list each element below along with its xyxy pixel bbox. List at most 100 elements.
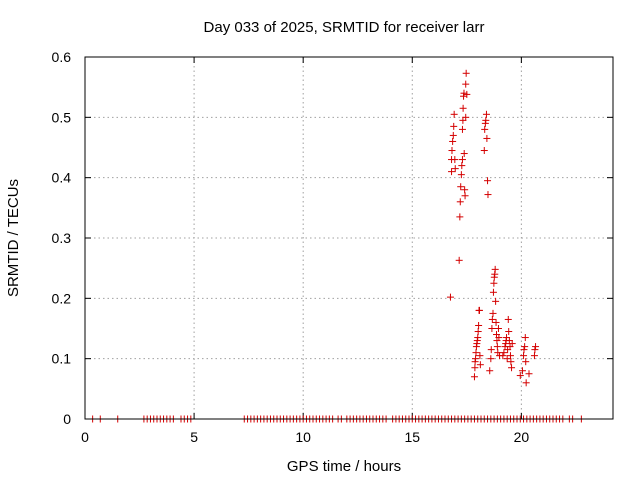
data-point — [520, 352, 528, 360]
data-point — [457, 171, 465, 179]
data-point — [508, 364, 516, 372]
data-point — [448, 168, 456, 176]
x-tick-label: 15 — [404, 429, 420, 445]
data-point — [459, 104, 467, 112]
data-point — [531, 346, 539, 354]
data-point — [492, 297, 500, 305]
data-point — [483, 134, 491, 142]
data-point — [475, 306, 483, 314]
y-tick-label: 0.4 — [52, 170, 72, 186]
data-point — [516, 372, 524, 380]
data-point — [504, 315, 512, 323]
data-point — [451, 165, 459, 173]
data-point — [457, 183, 465, 191]
data-point — [489, 309, 497, 317]
data-point — [505, 337, 513, 345]
x-tick-labels: 0 5 10 15 20 — [81, 429, 529, 445]
data-point — [481, 125, 489, 133]
data-point — [521, 334, 529, 342]
data-point — [458, 162, 466, 170]
data-point — [482, 116, 490, 124]
data-point — [506, 352, 514, 360]
data-point — [495, 334, 503, 342]
data-point — [446, 293, 454, 301]
data-point — [475, 321, 483, 329]
x-tick-label: 20 — [514, 429, 530, 445]
data-point — [488, 325, 496, 332]
plot-frame — [84, 56, 614, 420]
data-point — [507, 358, 515, 366]
axis-ticks — [84, 56, 613, 420]
data-point — [456, 213, 464, 221]
data-point — [463, 90, 471, 98]
data-point — [499, 352, 507, 360]
data-point — [476, 361, 484, 369]
data-point — [484, 191, 492, 199]
x-tick-label: 5 — [190, 429, 198, 445]
data-point — [448, 147, 456, 155]
data-point — [491, 265, 499, 273]
data-point — [500, 349, 508, 357]
x-tick-label: 0 — [81, 429, 89, 445]
data-point — [532, 343, 540, 351]
data-point — [462, 80, 470, 88]
data-point — [460, 150, 468, 158]
data-point — [482, 110, 490, 118]
data-points — [89, 69, 585, 423]
data-point — [522, 379, 530, 387]
x-axis-label: GPS time / hours — [287, 458, 401, 475]
data-point — [487, 355, 495, 363]
data-point — [458, 125, 466, 133]
y-axis-label: SRMTID / TECUs — [5, 179, 22, 297]
y-tick-label: 0 — [63, 411, 71, 427]
data-point — [474, 328, 482, 336]
y-tick-label: 0.3 — [52, 230, 72, 246]
data-point — [503, 334, 511, 342]
data-point — [459, 116, 467, 124]
data-point — [486, 367, 494, 375]
y-tick-label: 0.1 — [52, 351, 72, 367]
data-point — [518, 367, 526, 375]
data-point — [460, 89, 468, 97]
data-point — [451, 156, 459, 164]
data-point — [487, 346, 495, 354]
data-point — [525, 370, 533, 378]
data-point — [476, 352, 484, 360]
data-point — [462, 69, 470, 77]
data-point — [522, 358, 530, 366]
data-point — [490, 279, 498, 287]
data-point — [508, 340, 516, 348]
data-point — [472, 355, 480, 363]
data-point — [472, 349, 480, 357]
data-point — [505, 328, 513, 336]
data-point — [450, 122, 458, 130]
data-point — [492, 318, 500, 326]
data-point — [461, 192, 469, 200]
data-point — [521, 343, 529, 351]
data-point — [470, 373, 478, 381]
data-point — [480, 147, 488, 155]
data-point — [449, 137, 457, 145]
data-point — [450, 110, 458, 118]
data-point — [471, 364, 479, 372]
y-tick-labels: 0 0.1 0.2 0.3 0.4 0.5 0.6 — [52, 49, 72, 427]
y-tick-label: 0.2 — [52, 290, 72, 306]
data-point — [456, 198, 464, 206]
data-point — [489, 288, 497, 296]
data-point — [494, 349, 502, 357]
y-tick-label: 0.6 — [52, 49, 72, 65]
data-point — [530, 352, 538, 360]
data-point — [494, 325, 502, 332]
data-point — [458, 156, 466, 164]
x-tick-label: 10 — [295, 429, 311, 445]
grid-lines — [85, 57, 613, 419]
data-point — [488, 315, 496, 323]
chart-title: Day 033 of 2025, SRMTID for receiver lar… — [204, 19, 485, 36]
data-point — [520, 346, 528, 354]
y-tick-label: 0.5 — [52, 109, 72, 125]
data-point — [462, 113, 470, 121]
data-point — [503, 355, 511, 363]
data-point — [455, 256, 463, 264]
data-point — [493, 343, 501, 351]
